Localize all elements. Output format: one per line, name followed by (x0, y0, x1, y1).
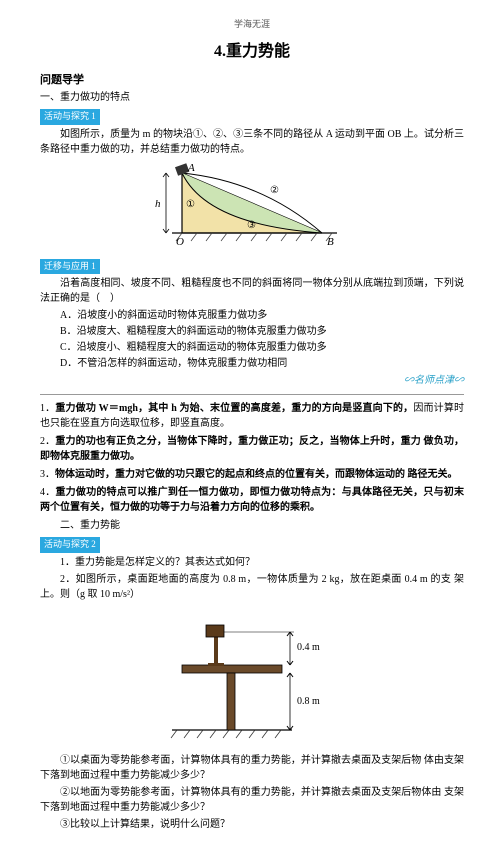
option-list: A．沿坡度小的斜面运动时物体克服重力做功多 B．沿坡度大、粗糙程度大的斜面运动的… (60, 308, 464, 371)
fig1-label-O: O (176, 236, 184, 248)
divider (40, 394, 464, 395)
fig2-dim-08: 0.8 m (297, 696, 320, 707)
sub-q-3: ③比较以上计算结果，说明什么问题？ (40, 817, 464, 832)
pt4-text: 重力做功的特点可以推广到任一恒力做功，即恒力做功特点为：与具体路径无关，只与初末… (40, 487, 464, 513)
fig1-num-1: ① (186, 199, 195, 210)
fig1-num-2: ② (270, 185, 279, 196)
fig1-label-A: A (187, 163, 195, 174)
point-4: 4．重力做功的特点可以推广到任一恒力做功，即恒力做功特点为：与具体路径无关，只与… (40, 485, 464, 515)
pt2-text: 重力的功也有正负之分，当物体下降时，重力做正功；反之，当物体上升时，重力 做负功… (40, 436, 464, 462)
teacher-note: ∽名师点津∽ (40, 373, 464, 388)
para-intro-1: 如图所示，质量为 m 的物块沿①、②、③三条不同的路径从 A 运动到平面 OB … (40, 127, 464, 157)
pt3-text: 物体运动时，重力对它做的功只跟它的起点和终点的位置有关，而跟物体运动的 路径无关… (55, 469, 458, 480)
tag-transfer-1: 迁移与应用 1 (40, 259, 100, 275)
fig2-dim-04: 0.4 m (297, 642, 320, 653)
point-1: 1．重力做功 W＝mgh，其中 h 为始、末位置的高度差，重力的方向是竖直向下的… (40, 401, 464, 431)
subheading-1: 一、重力做功的特点 (40, 90, 464, 105)
heading-wenti: 问题导学 (40, 72, 464, 89)
fig1-label-h: h (155, 198, 161, 210)
pt4-num: 4． (40, 487, 55, 498)
pt3-num: 3． (40, 469, 55, 480)
point-3: 3．物体运动时，重力对它做的功只跟它的起点和终点的位置有关，而跟物体运动的 路径… (40, 467, 464, 482)
document-page: 学海无涯 4.重力势能 问题导学 一、重力做功的特点 活动与探究 1 如图所示，… (0, 0, 504, 854)
tag-row-2: 迁移与应用 1 (40, 259, 464, 275)
point-2: 2．重力的功也有正负之分，当物体下降时，重力做正功；反之，当物体上升时，重力 做… (40, 434, 464, 464)
tag-activity-2: 活动与探究 2 (40, 537, 100, 553)
pt1-num: 1． (40, 403, 55, 414)
sub-q-1: ①以桌面为零势能参考面，计算物体具有的重力势能，并计算撤去桌面及支架后物 体由支… (40, 753, 464, 783)
tag-activity-1: 活动与探究 1 (40, 109, 100, 125)
option-a: A．沿坡度小的斜面运动时物体克服重力做功多 (60, 308, 464, 323)
option-c: C．沿坡度小、粗糙程度大的斜面运动的物体克服重力做功多 (60, 340, 464, 355)
page-header: 学海无涯 (40, 18, 464, 32)
fig1-label-B: B (327, 236, 334, 248)
tag-row-3: 活动与探究 2 (40, 537, 464, 553)
option-d: D．不管沿怎样的斜面运动，物体克服重力做功相同 (60, 356, 464, 371)
subheading-2: 二、重力势能 (40, 518, 464, 533)
fig1-num-3: ③ (247, 220, 256, 231)
tag-row-1: 活动与探究 1 (40, 109, 464, 125)
q2-1: 1．重力势能是怎样定义的？其表达式如何？ (40, 555, 464, 570)
doc-title: 4.重力势能 (40, 40, 464, 64)
sub-q-2: ②以地面为零势能参考面，计算物体具有的重力势能，并计算撤去桌面及支架后物体由 支… (40, 785, 464, 815)
para-question-2: 沿着高度相同、坡度不同、粗糙程度也不同的斜面将同一物体分别从底端拉到顶端，下列说… (40, 276, 464, 306)
figure-table: 0.4 m 0.8 m (40, 610, 464, 745)
figure-incline: A B O h ① ② ③ (152, 163, 352, 253)
option-b: B．沿坡度大、粗糙程度大的斜面运动的物体克服重力做功多 (60, 324, 464, 339)
pt2-num: 2． (40, 436, 55, 447)
q2-2: 2．如图所示，桌面距地面的高度为 0.8 m，一物体质量为 2 kg，放在距桌面… (40, 572, 464, 602)
pt1-bold: 重力做功 W＝mgh，其中 h 为始、末位置的高度差，重力的方向是竖直向下的， (55, 403, 413, 414)
